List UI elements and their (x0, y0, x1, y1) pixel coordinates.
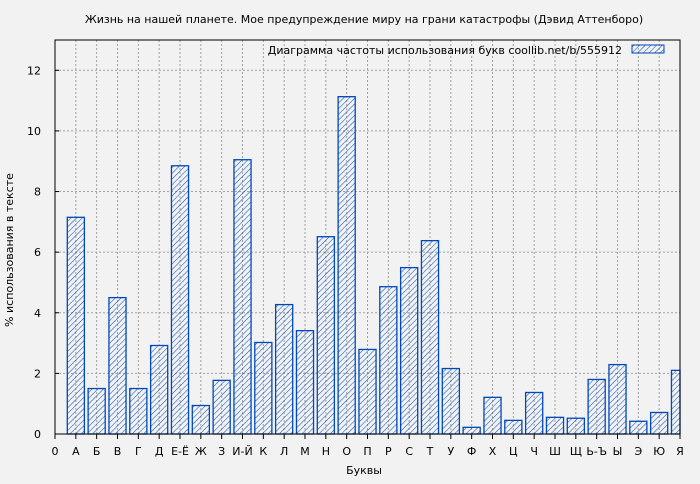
y-tick-label: 4 (34, 307, 41, 320)
bar-В (108, 296, 127, 435)
x-tick-label: Д (155, 445, 164, 458)
x-tick-label: Ы (613, 445, 623, 458)
bar-Ю (649, 411, 669, 435)
x-tick-label: К (259, 445, 267, 458)
x-tick-label: Т (426, 445, 434, 458)
x-tick-label: В (114, 445, 122, 458)
legend-label: Диаграмма частоты использования букв coo… (268, 44, 622, 57)
bar-К (254, 341, 273, 435)
x-tick-label: С (405, 445, 413, 458)
chart-title: Жизнь на нашей планете. Мое предупрежден… (85, 13, 643, 26)
x-tick-label: Е-Ё (171, 445, 189, 458)
x-tick-label: Г (135, 445, 142, 458)
legend-swatch (631, 44, 665, 54)
bar-Ц (504, 419, 523, 435)
bar-М (295, 330, 315, 435)
x-tick-label: Н (322, 445, 330, 458)
bar-Ж (191, 404, 211, 435)
bar-Ы (608, 363, 627, 435)
bar-Ч (524, 391, 544, 435)
y-tick-label: 10 (27, 125, 41, 138)
bar-Ф (462, 426, 481, 435)
bar-Х (483, 396, 502, 435)
x-tick-label: Х (489, 445, 497, 458)
x-tick-label: Ь-Ъ (586, 445, 607, 458)
bar-Г (129, 387, 148, 435)
bar-С (399, 266, 419, 435)
bar-Д (149, 344, 169, 435)
bar-З (212, 379, 231, 435)
x-tick-label: Ч (530, 445, 538, 458)
x-tick-label: З (218, 445, 225, 458)
y-tick-label: 8 (34, 186, 41, 199)
y-tick-label: 12 (27, 64, 41, 77)
bar-Э (629, 420, 648, 435)
x-tick-label: У (447, 445, 454, 458)
bar-У (441, 367, 461, 435)
y-axis-label: % использования в тексте (3, 173, 16, 327)
x-tick-label: Я (676, 445, 684, 458)
bar-Я (670, 369, 681, 435)
x-tick-label: Э (634, 445, 642, 458)
bar-О (337, 96, 356, 435)
bar-П (358, 348, 377, 435)
x-tick-label: Ц (509, 445, 518, 458)
x-tick-label: Ж (195, 445, 207, 458)
bar-Ш (545, 416, 565, 435)
x-tick-label: И-Й (232, 445, 252, 458)
y-tick-label: 6 (34, 246, 41, 259)
bar-Щ (566, 417, 586, 435)
x-tick-label: Ш (549, 445, 561, 458)
x-tick-label: А (72, 445, 80, 458)
x-tick-label: М (300, 445, 310, 458)
y-tick-label: 0 (34, 428, 41, 441)
bar-Н (316, 236, 336, 435)
x-tick-label: 0 (52, 445, 59, 458)
x-tick-label: Ф (467, 445, 476, 458)
x-tick-label: О (342, 445, 351, 458)
bar-Ь-Ъ (587, 378, 606, 435)
x-tick-label: Б (93, 445, 101, 458)
x-axis-label: Буквы (346, 464, 382, 477)
x-tick-label: Л (280, 445, 288, 458)
bar-Р (379, 286, 398, 435)
bar-А (66, 216, 86, 435)
x-tick-label: Ю (653, 445, 665, 458)
bar-Л (274, 303, 294, 435)
bar-Т (420, 239, 440, 435)
x-tick-label: Щ (570, 445, 582, 458)
bar-Е-Ё (170, 165, 190, 435)
legend: Диаграмма частоты использования букв coo… (268, 44, 665, 57)
bars (66, 96, 681, 435)
bar-И-Й (233, 159, 252, 435)
x-tick-label: П (363, 445, 371, 458)
x-tick-label: Р (385, 445, 392, 458)
bar-Б (87, 387, 106, 435)
y-tick-label: 2 (34, 367, 41, 380)
